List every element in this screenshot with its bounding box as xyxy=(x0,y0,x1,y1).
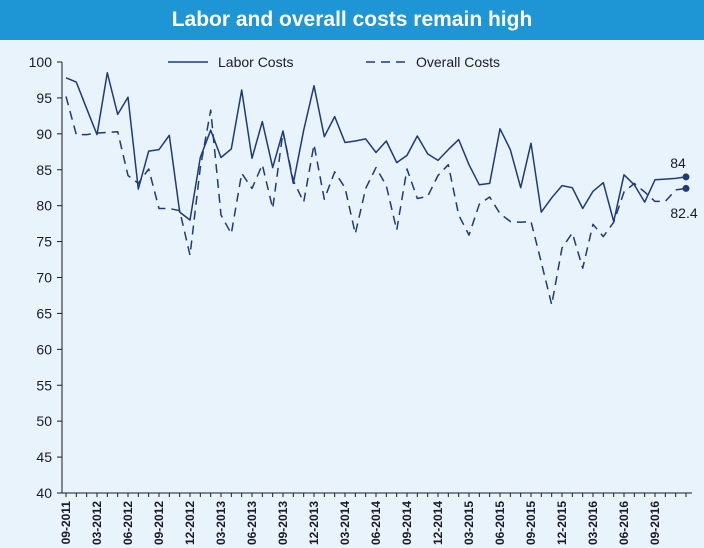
x-tick-label: 09-2015 xyxy=(524,501,538,545)
x-tick-label: 09-2014 xyxy=(400,501,414,545)
data-label-overall-last: 82.4 xyxy=(670,205,697,221)
y-tick-label: 80 xyxy=(36,198,52,214)
x-tick-label: 09-2013 xyxy=(276,501,290,545)
x-tick-label: 12-2012 xyxy=(183,501,197,545)
y-tick-label: 85 xyxy=(36,162,52,178)
legend-label-labor-costs: Labor Costs xyxy=(218,54,293,70)
x-tick-label: 03-2012 xyxy=(90,501,104,545)
x-tick-label: 03-2013 xyxy=(214,501,228,545)
x-tick-label: 12-2015 xyxy=(555,501,569,545)
x-tick-label: 06-2013 xyxy=(245,501,259,545)
line-chart: 40 45 50 55 60 65 70 75 80 85 90 95 100 09-2011 03-20… xyxy=(29,54,698,545)
y-tick-label: 100 xyxy=(29,54,53,70)
x-tick-label: 09-2012 xyxy=(152,501,166,545)
x-tick-label: 06-2014 xyxy=(369,501,383,545)
x-tick-label: 03-2014 xyxy=(338,501,352,545)
series-layer xyxy=(65,72,690,306)
x-tick-label: 09-2011 xyxy=(59,501,73,545)
x-tick-label: 12-2014 xyxy=(431,501,445,545)
y-tick-label: 90 xyxy=(36,126,52,142)
y-tick-label: 95 xyxy=(36,90,52,106)
end-point-marker xyxy=(682,173,690,181)
y-axis: 40 45 50 55 60 65 70 75 80 85 90 95 100 xyxy=(29,54,63,501)
end-point-marker xyxy=(682,184,690,192)
y-tick-label: 60 xyxy=(36,341,52,357)
y-tick-label: 45 xyxy=(36,449,52,465)
chart-title: Labor and overall costs remain high xyxy=(0,0,704,40)
series-line-overall-costs xyxy=(65,96,687,306)
x-tick-label: 06-2012 xyxy=(121,501,135,545)
y-tick-label: 50 xyxy=(36,413,52,429)
data-label-labor-last: 84 xyxy=(670,155,686,171)
legend-label-overall-costs: Overall Costs xyxy=(416,54,500,70)
x-axis: 09-2011 03-2012 06-2012 09-2012 12-2012 03-20… xyxy=(59,492,692,545)
y-tick-label: 65 xyxy=(36,305,52,321)
y-tick-label: 40 xyxy=(36,485,52,501)
series-line-labor-costs xyxy=(65,72,687,223)
legend: Labor Costs Overall Costs xyxy=(168,54,500,70)
y-tick-label: 55 xyxy=(36,377,52,393)
x-tick-label: 12-2013 xyxy=(307,501,321,545)
x-tick-label: 03-2016 xyxy=(586,501,600,545)
x-tick-label: 06-2015 xyxy=(493,501,507,545)
y-tick-label: 75 xyxy=(36,234,52,250)
x-tick-label: 09-2016 xyxy=(648,501,662,545)
x-tick-label: 06-2016 xyxy=(617,501,631,545)
x-tick-label: 03-2015 xyxy=(462,501,476,545)
annotations: 84 82.4 xyxy=(670,155,698,221)
y-tick-label: 70 xyxy=(36,270,52,286)
